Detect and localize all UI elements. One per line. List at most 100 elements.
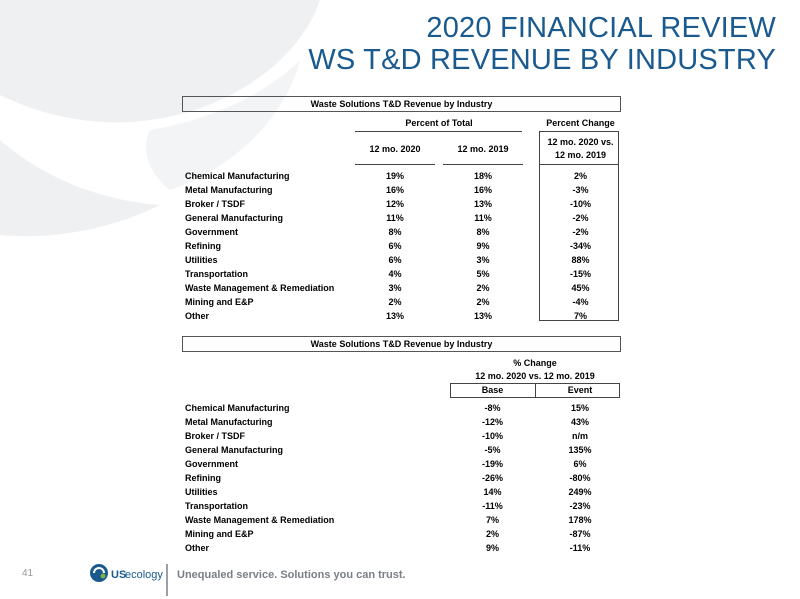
table1-row-2019: 11%	[474, 213, 492, 223]
table1-row-change: -34%	[569, 241, 591, 251]
table1-row-2019: 8%	[476, 227, 490, 237]
table1-row-2020: 12%	[385, 199, 404, 209]
table1-row-label: Waste Management & Remediation	[185, 283, 335, 293]
table1-row-2019: 2%	[476, 283, 490, 293]
table2-row-label: Government	[185, 459, 239, 469]
table2-row-label: General Manufacturing	[185, 445, 284, 455]
table1-col-2020-underline	[355, 164, 435, 165]
table1-row-change: -10%	[569, 199, 591, 209]
logo-us-text: US	[111, 569, 126, 581]
table2-row-base: -12%	[481, 417, 503, 427]
table1-row-2020: 16%	[385, 185, 404, 195]
table1-row-2019: 5%	[476, 269, 490, 279]
table1-row-2019: 9%	[476, 241, 490, 251]
table2-title: Waste Solutions T&D Revenue by Industry	[182, 336, 621, 352]
table2-row-base: 7%	[485, 515, 499, 525]
table1-row-change: 45%	[571, 283, 590, 293]
table1-row-change: -15%	[569, 269, 591, 279]
table1-row-label: Chemical Manufacturing	[185, 171, 290, 181]
table1-change-box-bottom	[539, 320, 619, 321]
table1-row-2019: 16%	[473, 185, 492, 195]
table2-col-event: Event	[567, 385, 593, 395]
table2-row-base: -10%	[481, 431, 503, 441]
table2-col-base: Base	[481, 385, 504, 395]
table1-row-2020: 13%	[385, 311, 404, 321]
table1-row-2020: 6%	[388, 241, 402, 251]
table1-row-label: Other	[185, 311, 210, 321]
us-ecology-logo: US ecology	[90, 564, 163, 582]
table1-col-2019: 12 mo. 2019	[457, 144, 509, 154]
table2-row-event: n/m	[571, 431, 588, 441]
table1-col-change-line1: 12 mo. 2020 vs.	[547, 137, 614, 147]
table2-group-line2: 12 mo. 2020 vs. 12 mo. 2019	[475, 371, 595, 381]
table1-row-label: Broker / TSDF	[185, 199, 246, 209]
table2-row-label: Refining	[185, 473, 221, 483]
table2-row-event: -11%	[569, 543, 591, 553]
table2-row-base: -11%	[482, 501, 503, 511]
table2-row-event: -80%	[569, 473, 591, 483]
table1-row-label: Government	[185, 227, 239, 237]
table1-row-change: 2%	[573, 171, 587, 181]
table1-row-change: 88%	[571, 255, 590, 265]
table2-row-label: Utilities	[185, 487, 218, 497]
table1-row-2020: 11%	[386, 213, 404, 223]
table1-row-change: -2%	[572, 227, 589, 237]
table1-col-2019-underline	[443, 164, 523, 165]
table2-row-label: Mining and E&P	[185, 529, 254, 539]
table1-row-label: General Manufacturing	[185, 213, 284, 223]
table2-row-event: 178%	[568, 515, 592, 525]
table1-row-change: -4%	[572, 297, 589, 307]
table1-col-2020: 12 mo. 2020	[369, 144, 421, 154]
page-title-line1: 2020 FINANCIAL REVIEW	[426, 12, 776, 44]
table2-row-event: 135%	[568, 445, 592, 455]
table1-row-change: -3%	[572, 185, 589, 195]
table2-header-box-mid	[535, 383, 536, 398]
page-title-line2: WS T&D REVENUE BY INDUSTRY	[308, 44, 776, 76]
table1-col-change-line2: 12 mo. 2019	[554, 150, 607, 160]
table1-group-percent-total: Percent of Total	[405, 118, 473, 128]
table2-row-event: 249%	[568, 487, 592, 497]
table1-change-box-top	[539, 131, 619, 132]
table1-row-change: -2%	[572, 213, 589, 223]
table1-row-change: 7%	[573, 311, 587, 321]
table1-row-label: Utilities	[185, 255, 218, 265]
table2-row-event: 15%	[570, 403, 589, 413]
table2-row-event: 6%	[573, 459, 587, 469]
table1-row-label: Transportation	[185, 269, 249, 279]
table2-row-event: 43%	[570, 417, 589, 427]
table1-title: Waste Solutions T&D Revenue by Industry	[182, 96, 621, 112]
background-swirl-graphic	[0, 0, 320, 237]
table1-row-2020: 6%	[388, 255, 402, 265]
table1-row-2020: 19%	[385, 171, 404, 181]
table2-row-label: Broker / TSDF	[185, 431, 246, 441]
table1-row-2019: 3%	[476, 255, 490, 265]
table2-row-base: 14%	[483, 487, 502, 497]
footer-separator	[166, 564, 168, 596]
table1-change-box-left	[539, 131, 540, 320]
table1-change-box-right	[618, 131, 619, 320]
table2-row-base: -26%	[481, 473, 503, 483]
footer-tagline: Unequaled service. Solutions you can tru…	[177, 569, 406, 581]
table1-row-label: Metal Manufacturing	[185, 185, 273, 195]
table1-row-2019: 18%	[473, 171, 492, 181]
table1-col-change-underline	[539, 164, 619, 165]
table1-row-2020: 4%	[388, 269, 402, 279]
table1-group-underline	[355, 131, 522, 132]
table1-row-2020: 8%	[388, 227, 402, 237]
table2-row-event: -23%	[569, 501, 591, 511]
table2-group-line1: % Change	[513, 358, 557, 368]
table2-row-base: 9%	[485, 543, 499, 553]
table2-header-box-left	[450, 383, 451, 398]
table1-row-label: Mining and E&P	[185, 297, 254, 307]
table2-row-base: -8%	[484, 403, 501, 413]
table2-header-box-right	[619, 383, 620, 398]
table2-row-label: Chemical Manufacturing	[185, 403, 290, 413]
table2-row-base: -19%	[481, 459, 503, 469]
table2-row-label: Other	[185, 543, 210, 553]
table2-row-base: 2%	[485, 529, 499, 539]
table1-row-2019: 13%	[473, 199, 492, 209]
table1-group-percent-change: Percent Change	[546, 118, 615, 128]
table2-row-event: -87%	[569, 529, 591, 539]
table1-row-2019: 13%	[473, 311, 492, 321]
logo-ecology-text: ecology	[125, 569, 163, 581]
